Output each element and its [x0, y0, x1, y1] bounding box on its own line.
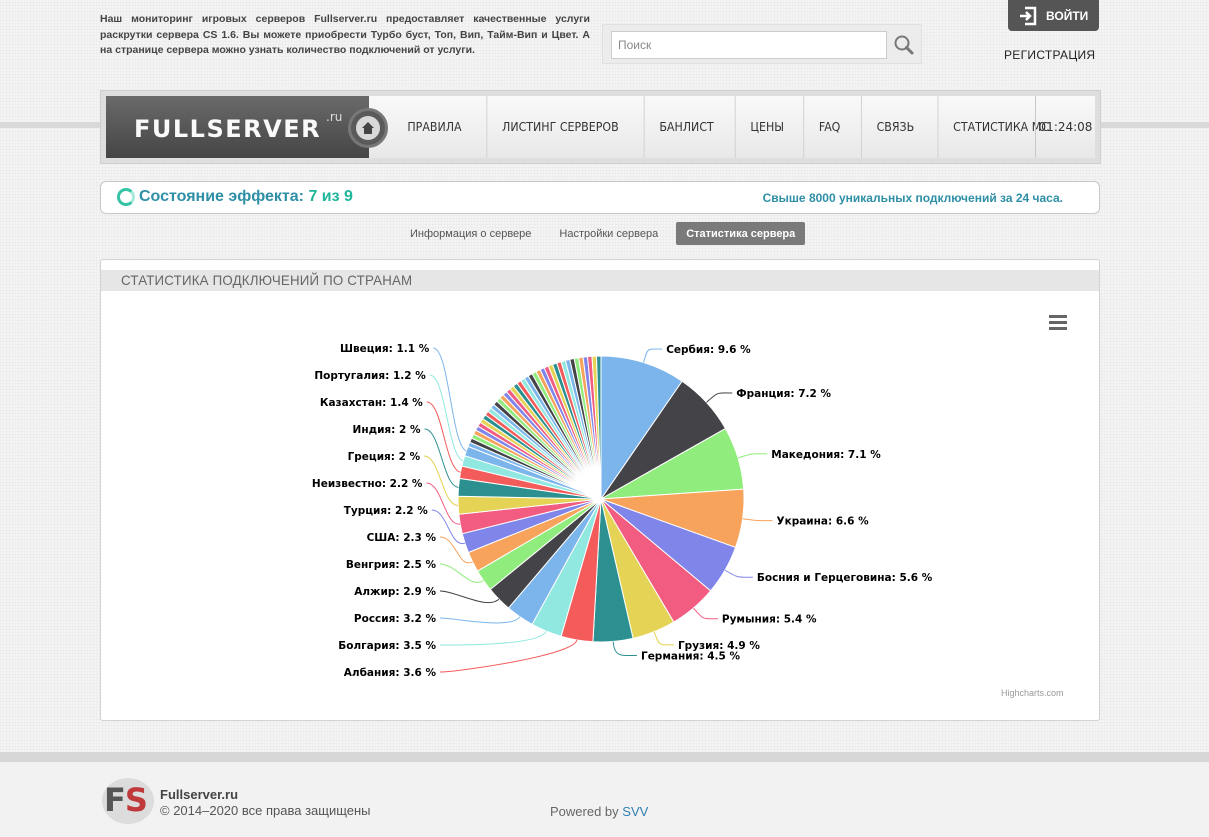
- tab-server-settings[interactable]: Настройки сервера: [559, 227, 659, 240]
- search-input[interactable]: [611, 31, 887, 59]
- nav-item-faq[interactable]: FAQ: [803, 96, 856, 158]
- label-connector: [439, 590, 500, 604]
- logo-text: FULLSERVER: [134, 115, 322, 143]
- label-connector: [426, 482, 461, 525]
- effect-status-bar: Состояние эффекта: 7 из 9 Свыше 8000 уни…: [100, 181, 1100, 214]
- pie-data-label: Швеция: 1.1 %: [340, 343, 430, 355]
- label-connector: [439, 536, 473, 564]
- home-button[interactable]: [348, 108, 388, 148]
- navbar: FULLSERVER .ru ПРАВИЛА ЛИСТИНГ СЕРВЕРОВ …: [100, 90, 1101, 164]
- footer-logo: [102, 778, 154, 824]
- register-link[interactable]: РЕГИСТРАЦИЯ: [1004, 48, 1096, 62]
- label-connector: [439, 639, 578, 673]
- server-tabs: Информация о сервере Настройки сервера С…: [400, 222, 806, 245]
- label-connector: [424, 455, 459, 506]
- tab-server-stats[interactable]: Статистика сервера: [676, 222, 806, 245]
- chart-menu-icon[interactable]: [1049, 315, 1067, 330]
- main-nav: ПРАВИЛА ЛИСТИНГ СЕРВЕРОВ БАНЛИСТ ЦЕНЫ FA…: [389, 96, 1069, 158]
- pie-data-label: Индия: 2 %: [353, 424, 421, 436]
- footer-site-name: Fullserver.ru: [160, 787, 239, 802]
- logo-tld: .ru: [326, 110, 343, 124]
- pie-data-label: Германия: 4.5 %: [641, 650, 740, 662]
- label-connector: [706, 392, 733, 403]
- nav-item-rules[interactable]: ПРАВИЛА: [407, 120, 462, 134]
- unique-connections-text: Свыше 8000 уникальных подключений за 24 …: [762, 191, 1063, 205]
- label-connector: [439, 616, 521, 624]
- pie-data-label: Неизвестно: 2.2 %: [312, 478, 423, 490]
- nav-item-banlist[interactable]: БАНЛИСТ: [643, 96, 728, 158]
- pie-data-label: Греция: 2 %: [348, 451, 421, 463]
- stats-panel: СТАТИСТИКА ПОДКЛЮЧЕНИЙ ПО СТРАНАМ Сербия…: [100, 259, 1100, 721]
- footer-logo-f: F: [104, 781, 126, 819]
- effect-progress-icon: [117, 188, 135, 206]
- nav-item-ms-stats[interactable]: СТАТИСТИКА МС: [937, 96, 1063, 158]
- login-label: ВОЙТИ: [1046, 8, 1089, 23]
- label-connector: [693, 607, 718, 620]
- site-logo[interactable]: FULLSERVER .ru: [106, 96, 388, 158]
- pie-data-label: Россия: 3.2 %: [354, 613, 437, 625]
- label-connector: [642, 348, 663, 363]
- pie-data-label: Украина: 6.6 %: [776, 516, 869, 528]
- pie-data-label: Болгария: 3.5 %: [338, 640, 436, 652]
- label-connector: [439, 630, 547, 646]
- tab-server-info[interactable]: Информация о сервере: [410, 227, 532, 240]
- pie-data-label: Сербия: 9.6 %: [666, 344, 751, 356]
- search-icon[interactable]: [893, 34, 915, 56]
- pie-data-label: Албания: 3.6 %: [344, 667, 437, 679]
- stats-header: СТАТИСТИКА ПОДКЛЮЧЕНИЙ ПО СТРАНАМ: [101, 270, 1099, 291]
- pie-data-label: Босния и Герцеговина: 5.6 %: [757, 572, 933, 584]
- pie-data-label: Алжир: 2.9 %: [354, 586, 436, 598]
- label-connector: [612, 641, 638, 656]
- nav-item-server-listing[interactable]: ЛИСТИНГ СЕРВЕРОВ: [486, 96, 633, 158]
- bottom-band: [0, 752, 1209, 762]
- label-connector: [742, 518, 773, 522]
- label-connector: [433, 347, 467, 452]
- footer-powered: Powered by SVV: [550, 804, 648, 819]
- powered-prefix: Powered by: [550, 804, 619, 819]
- footer: FS Fullserver.ru © 2014–2020 все права з…: [0, 762, 1209, 837]
- label-connector: [724, 569, 753, 578]
- pie-slice-minor[interactable]: [595, 355, 602, 500]
- pie-data-label: Франция: 7.2 %: [736, 388, 831, 400]
- label-connector: [439, 563, 484, 583]
- label-connector: [424, 428, 459, 488]
- pie-data-label: США: 2.3 %: [367, 532, 437, 544]
- effect-label-text: Состояние эффекта:: [139, 188, 304, 205]
- pie-data-label: Румыния: 5.4 %: [722, 614, 817, 626]
- pie-chart: Сербия: 9.6 % Франция: 7.2 % Македония: 7.…: [312, 343, 933, 679]
- clock: 01:24:08: [1035, 96, 1095, 158]
- login-button[interactable]: ВОЙТИ: [1008, 0, 1099, 31]
- highcharts-credit[interactable]: Highcharts.com: [1001, 688, 1064, 698]
- nav-item-contact[interactable]: СВЯЗЬ: [860, 96, 929, 158]
- login-icon: [1020, 6, 1037, 25]
- label-connector: [431, 509, 466, 544]
- label-connector: [653, 631, 674, 646]
- search-box: [602, 24, 922, 64]
- footer-logo-text: FS: [104, 781, 148, 819]
- effect-label: Состояние эффекта: 7 из 9: [139, 188, 353, 206]
- pie-data-label: Венгрия: 2.5 %: [346, 559, 437, 571]
- pie-data-label: Грузия: 4.9 %: [678, 640, 760, 652]
- home-icon: [362, 122, 374, 134]
- label-connector: [429, 374, 464, 462]
- pie-data-label: Португалия: 1.2 %: [314, 370, 426, 382]
- powered-link[interactable]: SVV: [622, 804, 649, 819]
- intro-text: Наш мониторинг игровых серверов Fullserv…: [100, 13, 590, 56]
- pie-data-label: Казахстан: 1.4 %: [320, 397, 423, 409]
- footer-logo-s: S: [124, 781, 148, 819]
- effect-value: 7 из 9: [308, 188, 353, 205]
- pie-slice[interactable]: [600, 355, 683, 501]
- footer-copyright: © 2014–2020 все права защищены: [160, 803, 371, 818]
- pie-data-label: Турция: 2.2 %: [344, 505, 429, 517]
- pie-data-label: Македония: 7.1 %: [771, 449, 881, 461]
- stats-title: СТАТИСТИКА ПОДКЛЮЧЕНИЙ ПО СТРАНАМ: [121, 272, 413, 288]
- label-connector: [737, 453, 768, 459]
- label-connector: [426, 401, 461, 473]
- nav-item-prices[interactable]: ЦЕНЫ: [734, 96, 799, 158]
